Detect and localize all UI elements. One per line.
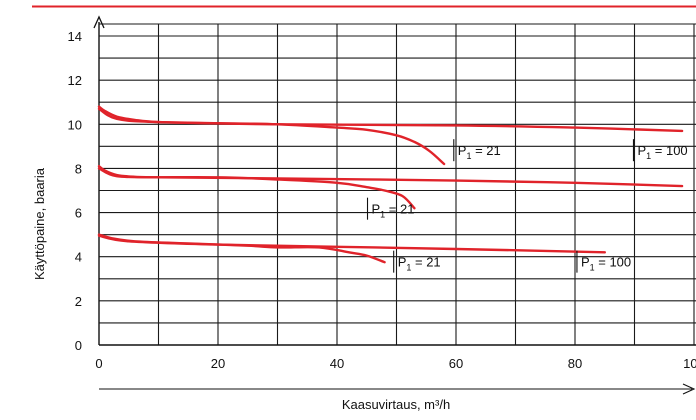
x-tick-label: 80 xyxy=(568,356,582,371)
series-lines xyxy=(97,105,684,264)
series-line xyxy=(97,233,386,264)
series-line xyxy=(97,107,684,133)
grid-horizontal xyxy=(99,23,696,324)
x-tick-labels: 0 20 40 60 80 100 xyxy=(95,356,696,371)
y-tick-label: 0 xyxy=(75,338,82,353)
annotation-label: P1 = 100 xyxy=(632,139,688,162)
axes xyxy=(93,15,696,395)
y-tick-label: 12 xyxy=(68,73,82,88)
y-tick-label: 4 xyxy=(75,250,82,265)
grid-vertical xyxy=(157,24,695,345)
x-tick-label: 0 xyxy=(95,356,102,371)
x-arrow-head xyxy=(682,383,696,395)
annotation-label: P1 = 21 xyxy=(366,197,415,220)
y-tick-label: 2 xyxy=(75,294,82,309)
annotation-label: P1 = 21 xyxy=(393,250,441,273)
annotations: P1 = 21 P1 = 100 P1 = 21 P1 = 21 P1 = 100 xyxy=(366,139,688,273)
series-line xyxy=(97,167,684,188)
y-tick-label: 6 xyxy=(75,206,82,221)
y-tick-label: 8 xyxy=(75,161,82,176)
annotation-label: P1 = 100 xyxy=(576,250,631,273)
annotation-text: P1 = 21 xyxy=(372,202,415,220)
annotation-text: P1 = 100 xyxy=(637,143,687,161)
x-tick-label: 20 xyxy=(211,356,225,371)
x-tick-label: 40 xyxy=(330,356,344,371)
annotation-text: P1 = 21 xyxy=(398,255,441,273)
annotation-text: P1 = 100 xyxy=(581,255,631,273)
x-tick-label: 100 xyxy=(683,356,696,371)
annotation-label: P1 = 21 xyxy=(453,139,501,162)
series-line xyxy=(97,234,606,254)
y-tick-label: 14 xyxy=(68,29,82,44)
annotation-text: P1 = 21 xyxy=(458,143,501,161)
y-tick-label: 10 xyxy=(68,117,82,132)
y-axis-label: Käyttöpaine, baaria xyxy=(32,167,47,280)
y-tick-labels: 0 2 4 6 8 10 12 14 xyxy=(68,29,82,353)
x-axis-label: Kaasuvirtaus, m³/h xyxy=(342,397,450,412)
series-line xyxy=(97,105,446,166)
x-tick-label: 60 xyxy=(449,356,463,371)
y-axis-arrow xyxy=(93,15,105,29)
